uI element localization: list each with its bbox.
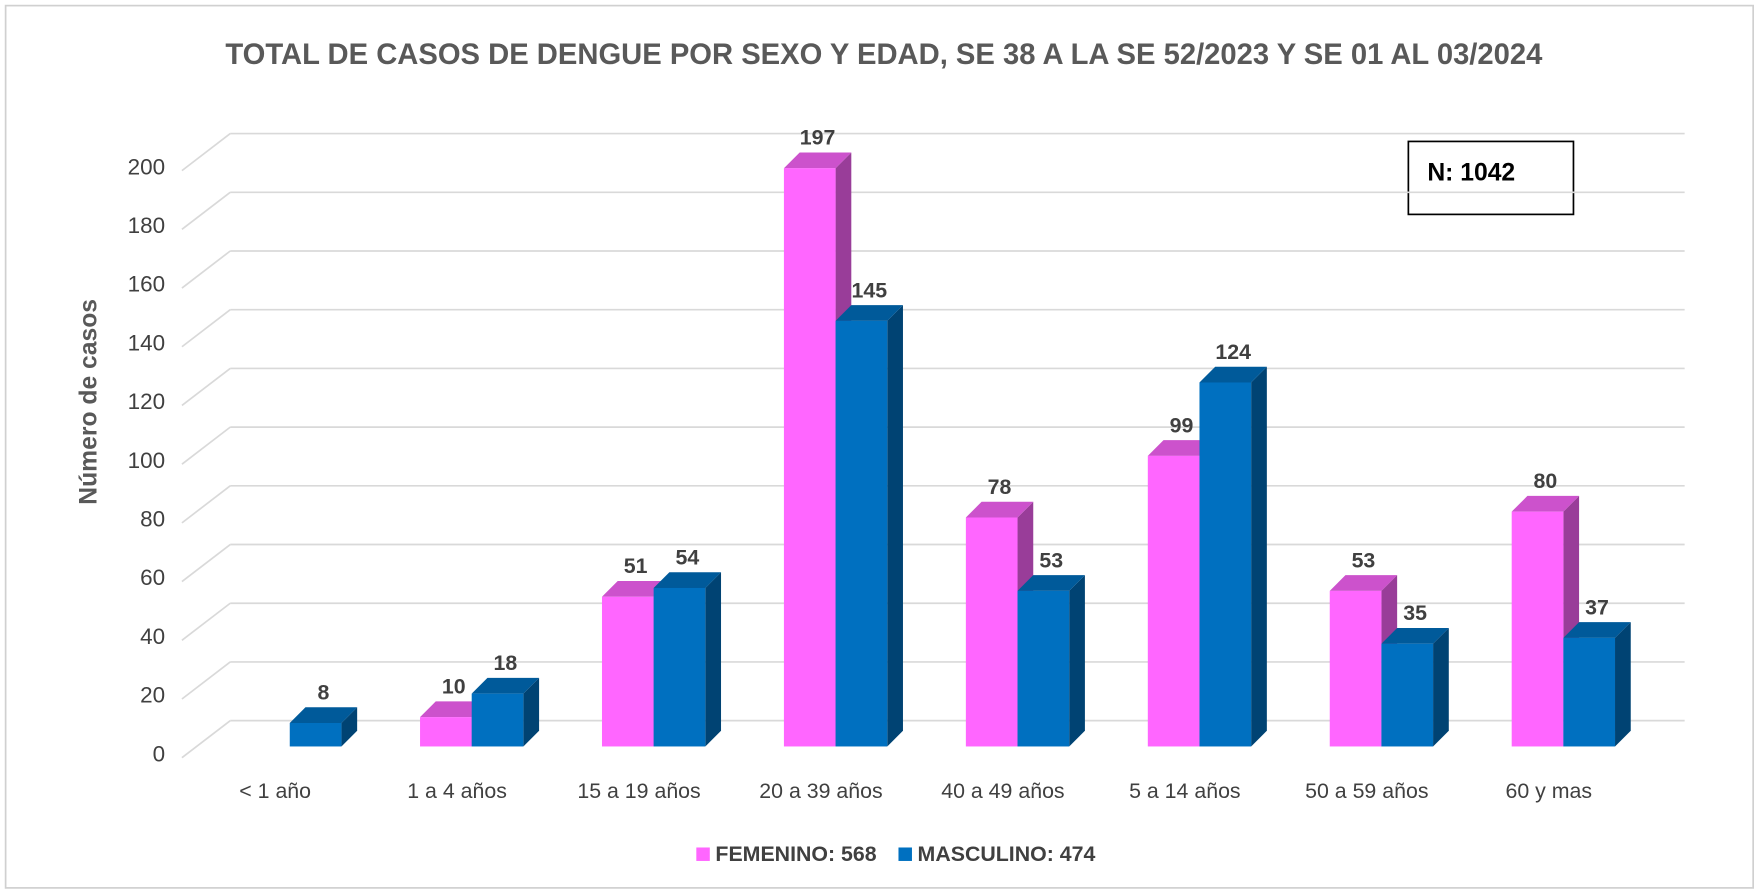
legend-swatch [898, 847, 912, 861]
y-tick-label: 20 [140, 683, 165, 708]
y-tick-label: 80 [140, 507, 165, 532]
bar [965, 517, 1018, 747]
grid-line [181, 132, 231, 172]
data-label: 35 [1403, 601, 1427, 625]
bar [1381, 643, 1434, 747]
x-tick-label: 40 a 49 años [941, 779, 1064, 803]
bar [1147, 455, 1200, 747]
bar-top [471, 677, 540, 694]
bar-top [1147, 440, 1216, 456]
bar-top [965, 501, 1034, 518]
data-label: 18 [494, 651, 518, 675]
data-label: 10 [442, 675, 466, 699]
bar [420, 717, 472, 747]
grid-line [181, 485, 231, 524]
grid-line [181, 191, 231, 230]
bar-side [523, 677, 540, 747]
annotation-box [1407, 140, 1575, 216]
bar-side [1069, 575, 1085, 747]
bar [1563, 637, 1616, 747]
bar-top [1329, 575, 1398, 591]
y-tick-label: 100 [128, 448, 165, 473]
bar [1511, 511, 1564, 747]
bar [289, 722, 342, 747]
x-tick-label: 15 a 19 años [577, 779, 700, 803]
bar-top [1199, 366, 1267, 383]
bar-top [653, 572, 722, 588]
legend-label: MASCULINO: 474 [918, 842, 1096, 866]
bar-top [835, 305, 903, 321]
x-tick-label: 20 a 39 años [759, 779, 882, 803]
bar-top [1381, 628, 1449, 644]
data-label: 145 [851, 278, 887, 302]
bar [1017, 590, 1070, 747]
annotation: N: 1042 [1427, 160, 1515, 187]
bar-top [289, 707, 358, 723]
bar [783, 168, 836, 747]
data-label: 78 [988, 475, 1012, 499]
x-tick-label: 50 a 59 años [1305, 779, 1428, 803]
bar-side [1615, 622, 1631, 747]
bar [601, 596, 654, 747]
y-axis-label: Número de casos [75, 299, 102, 505]
x-tick-label: 1 a 4 años [407, 779, 507, 803]
grid-line [181, 367, 231, 407]
bar [835, 320, 888, 747]
grid-line [181, 602, 231, 641]
data-label: 51 [624, 554, 648, 578]
bar-top [783, 152, 852, 169]
y-tick-label: 60 [140, 565, 165, 590]
x-tick-label: 5 a 14 años [1129, 779, 1241, 803]
bar [653, 587, 706, 747]
grid-line [181, 661, 231, 700]
data-label: 53 [1039, 548, 1063, 572]
x-tick-label: 60 y mas [1505, 779, 1592, 803]
y-tick-label: 40 [140, 624, 165, 649]
grid-line [181, 719, 231, 759]
bar-side [705, 572, 722, 747]
y-tick-label: 120 [128, 389, 165, 414]
x-tick-label: < 1 año [239, 779, 311, 803]
y-tick-label: 140 [128, 330, 165, 355]
bar-top [420, 701, 488, 718]
chart-title: TOTAL DE CASOS DE DENGUE POR SEXO Y EDAD… [225, 39, 1543, 71]
bar [471, 693, 524, 747]
bar-top [1017, 575, 1085, 591]
bar [1329, 590, 1382, 747]
data-label: 197 [800, 126, 836, 150]
bar-side [1251, 366, 1267, 747]
bar-side [341, 707, 358, 747]
data-label: 37 [1585, 595, 1609, 619]
grid-line [181, 543, 231, 583]
bar-top [1563, 622, 1631, 638]
bar-top [1511, 495, 1580, 512]
grid-line [181, 426, 231, 465]
y-tick-label: 160 [128, 272, 165, 297]
grid-line [181, 309, 231, 348]
data-label: 53 [1352, 548, 1376, 572]
data-label: 8 [318, 680, 330, 704]
grid-line [181, 250, 231, 289]
data-label: 54 [675, 545, 699, 569]
legend-label: FEMENINO: 568 [715, 842, 876, 866]
y-tick-label: 200 [128, 154, 165, 179]
bar-side [887, 305, 903, 747]
bar-top [601, 581, 670, 597]
data-label: 124 [1215, 340, 1251, 364]
data-label: 80 [1534, 469, 1558, 493]
legend-swatch [696, 847, 710, 861]
y-tick-label: 0 [153, 741, 165, 766]
bar-side [1433, 628, 1449, 747]
data-label: 99 [1170, 413, 1194, 437]
bar [1199, 382, 1252, 747]
chart-area: TOTAL DE CASOS DE DENGUE POR SEXO Y EDAD… [4, 4, 1755, 889]
y-tick-label: 180 [128, 213, 165, 238]
